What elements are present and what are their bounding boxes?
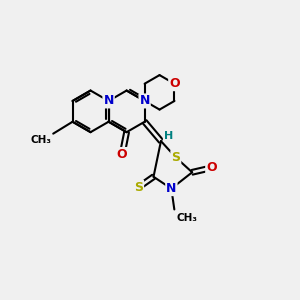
Text: CH₃: CH₃: [31, 135, 52, 145]
Text: S: S: [134, 181, 143, 194]
Text: O: O: [117, 148, 128, 161]
Text: H: H: [164, 131, 173, 141]
Text: O: O: [206, 161, 217, 174]
Text: O: O: [169, 77, 180, 90]
Text: N: N: [166, 182, 176, 195]
Text: N: N: [140, 94, 150, 107]
Text: S: S: [171, 151, 180, 164]
Text: CH₃: CH₃: [177, 213, 198, 223]
Text: N: N: [103, 94, 114, 107]
